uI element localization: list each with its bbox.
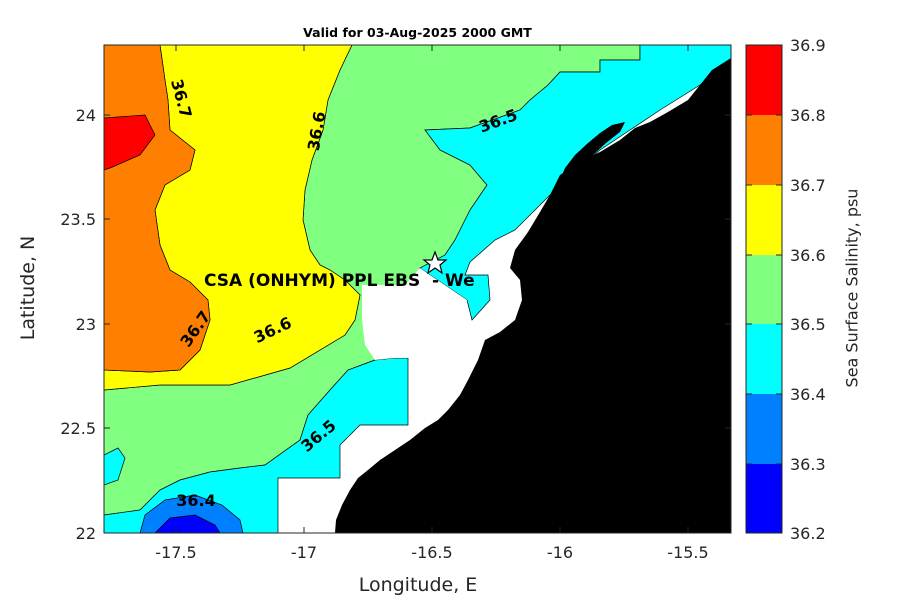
x-tick-label: -16: [547, 543, 573, 562]
x-axis-label: Longitude, E: [358, 574, 478, 596]
contour-label: 36.4: [176, 491, 215, 510]
salinity-region-36.4-36.5-west: [104, 447, 126, 486]
y-tick-label: 23: [76, 315, 96, 334]
y-tick-label: 22.5: [60, 419, 96, 438]
colorbar-tick-label: 36.8: [790, 106, 826, 125]
y-tick-label: 22: [76, 524, 96, 543]
x-axis: [175, 45, 689, 533]
colorbar-swatch: [746, 324, 782, 394]
colorbar-tick-label: 36.6: [790, 246, 826, 265]
y-tick-label: 24: [76, 106, 96, 125]
colorbar-swatch: [746, 464, 782, 533]
x-tick-label: -17: [291, 543, 317, 562]
colorbar-tick-label: 36.3: [790, 455, 826, 474]
land-spit: [560, 122, 625, 182]
x-tick-label: -15.5: [667, 543, 708, 562]
salinity-region-36.8-36.9: [104, 114, 156, 171]
x-tick-label: -16.5: [411, 543, 452, 562]
colorbar-tick-label: 36.2: [790, 524, 826, 543]
colorbar-swatch: [746, 185, 782, 255]
land-mass: [335, 58, 731, 533]
site-label: CSA (ONHYM) PPL EBS - We: [204, 271, 475, 291]
colorbar-swatch: [746, 394, 782, 464]
star-icon: [422, 250, 448, 275]
colorbar-tick-label: 36.4: [790, 385, 826, 404]
x-tick-label: -17.5: [155, 543, 196, 562]
y-axis: [104, 114, 731, 429]
salinity-region-36.4-36.5-south: [104, 357, 409, 533]
y-axis-label: Latitude, N: [17, 235, 39, 341]
salinity-region-36.2-36.3: [154, 514, 221, 533]
map-area: [104, 45, 731, 533]
colorbar-label: Sea Surface Salinity, psu: [842, 188, 862, 388]
y-tick-label: 23.5: [60, 210, 96, 229]
colorbar-swatch: [746, 115, 782, 185]
colorbar-tick-label: 36.5: [790, 315, 826, 334]
colorbar: [745, 44, 783, 534]
colorbar-tick-label: 36.7: [790, 176, 826, 195]
nodata-coastal-block: [362, 268, 467, 360]
colorbar-tick-label: 36.9: [790, 36, 826, 55]
colorbar-swatch: [746, 255, 782, 324]
plot-title: Valid for 03-Aug-2025 2000 GMT: [303, 25, 532, 40]
axes-frame: [103, 44, 732, 534]
colorbar-swatch: [746, 45, 782, 115]
